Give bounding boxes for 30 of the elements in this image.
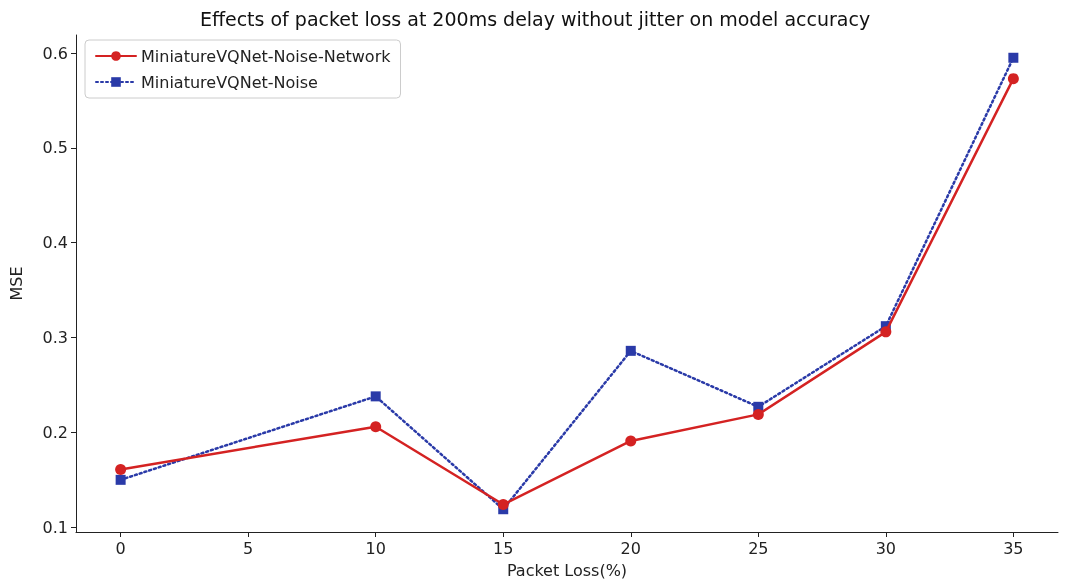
- point: [115, 463, 127, 475]
- point: [370, 421, 382, 433]
- point: [497, 499, 509, 510]
- legend-label: MiniatureVQNet-Noise-Network: [141, 46, 392, 66]
- point: [752, 408, 764, 420]
- point: [625, 345, 636, 356]
- y-tick-label: 0.1: [42, 517, 68, 537]
- y-tick-label: 0.5: [42, 138, 68, 158]
- y-tick-label: 0.3: [42, 328, 68, 348]
- y-tick-label: 0.2: [42, 422, 68, 442]
- y-axis-title: MSE: [6, 266, 26, 301]
- legend-label: MiniatureVQNet-Noise: [141, 72, 318, 92]
- point: [1008, 52, 1019, 63]
- x-tick-label: 0: [115, 538, 126, 558]
- x-tick-label: 5: [243, 538, 254, 558]
- x-axis-title: Packet Loss(%): [506, 560, 628, 580]
- chart-title: Effects of packet loss at 200ms delay without jitter on model accuracy: [199, 7, 871, 30]
- x-tick-label: 25: [748, 538, 769, 558]
- point: [370, 391, 381, 402]
- x-tick-label: 10: [365, 538, 386, 558]
- x-tick-label: 20: [620, 538, 641, 558]
- point: [1007, 73, 1019, 85]
- x-tick-label: 15: [493, 538, 514, 558]
- y-tick-label: 0.4: [42, 233, 68, 253]
- y-tick-label: 0.6: [42, 43, 68, 63]
- point: [625, 435, 637, 447]
- point: [115, 474, 126, 485]
- x-tick-label: 30: [875, 538, 897, 558]
- x-tick-label: 35: [1003, 538, 1024, 558]
- point: [880, 326, 892, 338]
